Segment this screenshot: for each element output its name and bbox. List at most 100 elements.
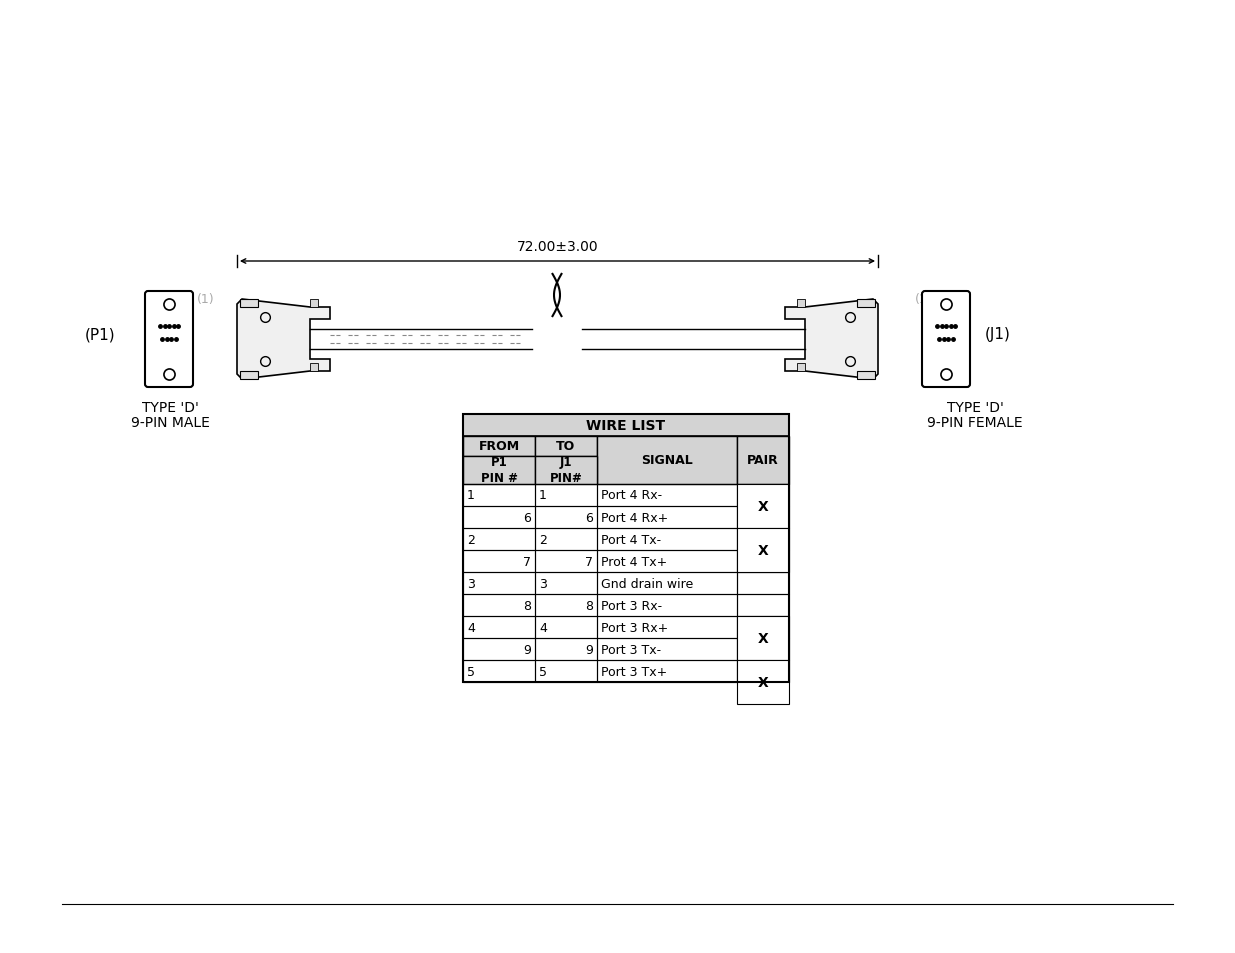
Text: (1): (1) [198,294,215,306]
Text: 5: 5 [467,665,475,678]
Bar [597,551,737,573]
Text: 1: 1 [538,489,547,502]
Bar [463,415,789,682]
Text: Port 4 Tx-: Port 4 Tx- [601,533,661,546]
Text: TO: TO [557,440,576,453]
Bar [597,506,737,529]
Bar [535,660,597,682]
Text: FROM: FROM [478,440,520,453]
Bar [535,529,597,551]
Bar [240,372,258,379]
Bar [463,660,535,682]
Text: Port 3 Tx+: Port 3 Tx+ [601,665,667,678]
Bar [535,595,597,617]
Bar [535,573,597,595]
Text: X: X [757,676,768,689]
Text: Port 3 Rx-: Port 3 Rx- [601,598,662,612]
Text: 5: 5 [538,665,547,678]
Text: Gnd drain wire: Gnd drain wire [601,577,693,590]
Text: 3: 3 [538,577,547,590]
Bar [797,364,805,372]
Bar [535,506,597,529]
Bar [737,436,789,484]
Bar [535,617,597,639]
Bar [737,617,789,639]
Polygon shape [237,299,330,379]
Bar [737,595,789,617]
Bar [597,529,737,551]
Bar [737,617,788,659]
Text: X: X [757,631,768,645]
Bar [463,415,789,436]
Bar [535,639,597,660]
Text: Port 3 Tx-: Port 3 Tx- [601,643,661,656]
Text: 3: 3 [467,577,475,590]
Bar [535,484,597,506]
Bar [463,456,535,484]
Bar [737,529,788,572]
Bar [737,551,789,573]
Bar [463,617,535,639]
Text: Port 3 Rx+: Port 3 Rx+ [601,620,668,634]
Text: 9: 9 [524,643,531,656]
Text: SIGNAL: SIGNAL [641,454,693,467]
Bar [463,484,535,506]
Bar [535,456,597,484]
Bar [463,506,535,529]
Text: Prot 4 Tx+: Prot 4 Tx+ [601,555,667,568]
Bar [737,617,789,660]
Bar [463,639,535,660]
Text: (J1): (J1) [986,327,1011,342]
Bar [857,372,876,379]
Bar [737,639,789,660]
Bar [737,484,789,506]
Bar [463,573,535,595]
Text: 9-PIN FEMALE: 9-PIN FEMALE [927,416,1023,430]
Text: P1
PIN #: P1 PIN # [480,456,517,485]
Bar [597,660,737,682]
Bar [463,551,535,573]
Bar [737,484,789,529]
Text: 9-PIN MALE: 9-PIN MALE [131,416,210,430]
Text: 4: 4 [538,620,547,634]
Bar [310,364,317,372]
FancyBboxPatch shape [144,292,193,388]
Text: TYPE 'D': TYPE 'D' [142,400,199,415]
Bar [737,485,788,528]
Text: 6: 6 [585,511,593,524]
Bar [737,506,789,529]
Bar [857,299,876,308]
Bar [535,551,597,573]
Bar [310,299,317,308]
Text: PAIR: PAIR [747,454,779,467]
Bar [737,660,789,704]
Text: 9: 9 [585,643,593,656]
Bar [240,299,258,308]
Text: 2: 2 [467,533,475,546]
Bar [463,529,535,551]
Bar [737,529,789,573]
Text: 7: 7 [522,555,531,568]
Bar [597,436,737,484]
Bar [597,595,737,617]
Bar [597,639,737,660]
Bar [597,484,737,506]
Text: 6: 6 [524,511,531,524]
Text: 8: 8 [585,598,593,612]
Bar [535,436,597,456]
Text: TYPE 'D': TYPE 'D' [946,400,1003,415]
Text: J1
PIN#: J1 PIN# [550,456,583,485]
Text: (P1): (P1) [84,327,115,342]
Text: X: X [757,543,768,558]
Text: 72.00±3.00: 72.00±3.00 [516,240,598,253]
Bar [737,529,789,551]
Bar [463,436,535,456]
Text: 4: 4 [467,620,475,634]
Bar [463,595,535,617]
Text: X: X [757,499,768,514]
FancyBboxPatch shape [923,292,969,388]
Text: Port 4 Rx+: Port 4 Rx+ [601,511,668,524]
Bar [797,299,805,308]
Bar [737,573,789,595]
Text: 7: 7 [585,555,593,568]
